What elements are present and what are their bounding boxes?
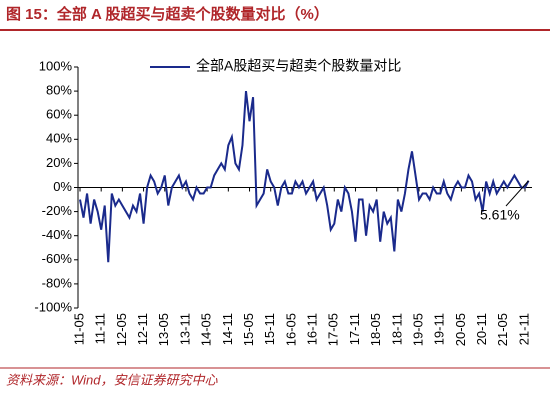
x-tick-label: 19-05 (410, 313, 425, 346)
y-tick-label: -100% (34, 299, 72, 314)
y-tick-label: 20% (46, 155, 72, 170)
x-tick-label: 12-05 (114, 313, 129, 346)
x-tick-label: 11-11 (93, 313, 108, 344)
x-tick-label: 15-05 (241, 313, 256, 346)
chart-title: 图 15：全部 A 股超买与超卖个股数量对比（%） (6, 5, 329, 23)
x-tick-label: 16-05 (283, 313, 298, 346)
x-tick-label: 13-11 (177, 313, 192, 345)
x-tick-label: 17-11 (347, 313, 362, 345)
x-tick-label: 21-11 (516, 313, 531, 345)
y-tick-label: 60% (46, 107, 72, 122)
x-tick-label: 21-05 (495, 313, 510, 346)
x-tick-label: 19-11 (432, 313, 447, 345)
x-tick-label: 20-05 (453, 313, 468, 346)
y-tick-label: -20% (42, 203, 73, 218)
x-tick-label: 15-11 (262, 313, 277, 345)
x-tick-label: 17-05 (326, 313, 341, 346)
y-tick-label: 80% (46, 83, 72, 98)
x-tick-label: 14-11 (220, 313, 235, 345)
y-tick-label: -40% (42, 227, 73, 242)
x-tick-label: 20-11 (474, 313, 489, 345)
x-tick-label: 16-11 (305, 313, 320, 345)
x-tick-label: 11-05 (71, 313, 86, 345)
x-tick-label: 18-05 (368, 313, 383, 346)
x-tick-label: 14-05 (199, 313, 214, 346)
series-line (79, 90, 530, 263)
y-tick-label: -60% (42, 251, 73, 266)
y-tick-label: 0% (53, 179, 72, 194)
y-tick-label: 40% (46, 131, 72, 146)
x-tick-label: 18-11 (389, 313, 404, 345)
y-tick-label: -80% (42, 275, 73, 290)
x-tick-label: 12-11 (135, 313, 150, 345)
x-tick-label: 13-05 (156, 313, 171, 346)
annotation-arrow (505, 180, 529, 207)
source: 资料来源：Wind，安信证券研究中心 (6, 372, 219, 387)
annotation: 5.61% (480, 207, 520, 223)
y-tick-label: 100% (39, 58, 73, 73)
legend-label: 全部A股超买与超卖个股数量对比 (196, 58, 401, 74)
